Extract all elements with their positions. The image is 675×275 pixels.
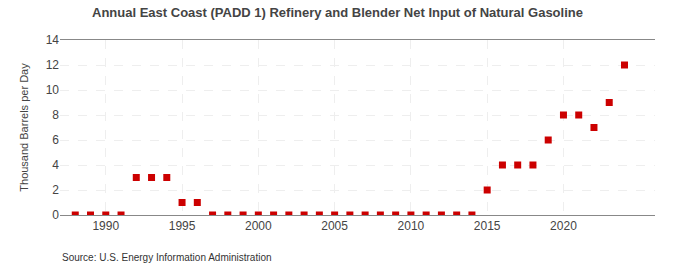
svg-text:8: 8 (52, 108, 59, 122)
svg-text:1995: 1995 (169, 219, 196, 233)
svg-text:14: 14 (46, 33, 60, 47)
svg-text:4: 4 (52, 158, 59, 172)
svg-text:Thousand Barrels per Day: Thousand Barrels per Day (18, 63, 30, 192)
svg-text:0: 0 (52, 208, 59, 222)
svg-text:Annual East Coast (PADD 1) Ref: Annual East Coast (PADD 1) Refinery and … (92, 5, 583, 20)
svg-text:1990: 1990 (92, 219, 119, 233)
svg-text:6: 6 (52, 133, 59, 147)
svg-text:2020: 2020 (550, 219, 577, 233)
svg-text:Source: U.S. Energy Informatio: Source: U.S. Energy Information Administ… (62, 252, 272, 263)
svg-text:2: 2 (52, 183, 59, 197)
svg-text:2000: 2000 (245, 219, 272, 233)
svg-text:12: 12 (46, 58, 60, 72)
svg-text:2005: 2005 (321, 219, 348, 233)
svg-text:2010: 2010 (398, 219, 425, 233)
svg-text:10: 10 (46, 83, 60, 97)
svg-text:2015: 2015 (474, 219, 501, 233)
